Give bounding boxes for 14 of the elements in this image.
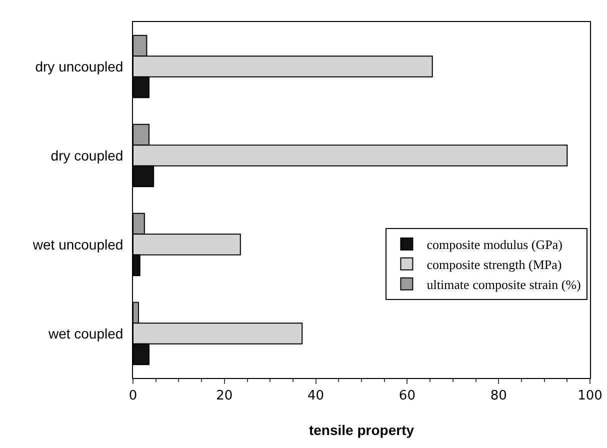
y-tick-label: wet uncoupled	[32, 236, 124, 252]
legend-label: composite modulus (GPa)	[426, 237, 562, 252]
legend-label: composite strength (MPa)	[426, 257, 562, 272]
x-tick-label: 60	[398, 388, 416, 404]
x-tick-label: 40	[308, 388, 324, 404]
legend-label: ultimate composite strain (%)	[426, 276, 581, 292]
y-tick-label: dry coupled	[50, 147, 124, 164]
x-tick-label: 100	[578, 388, 602, 404]
x-tick-label: 80	[490, 388, 507, 404]
x-axis-title: tensile property	[308, 422, 414, 438]
y-tick-label: wet coupled	[47, 325, 124, 342]
x-tick-label: 0	[128, 388, 138, 404]
y-tick-label: dry uncoupled	[35, 58, 124, 74]
x-tick-label: 20	[216, 388, 233, 404]
